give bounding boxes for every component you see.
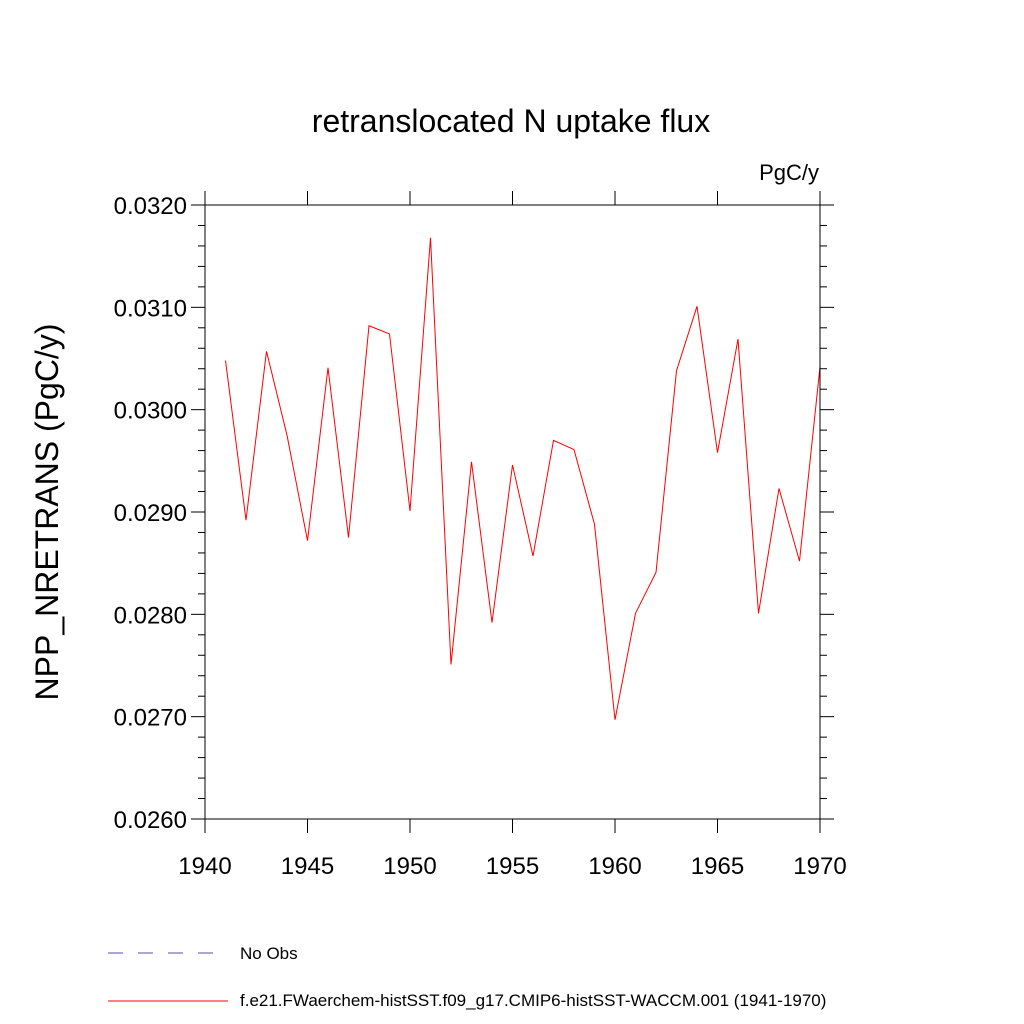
x-tick-labels: 1940 1945 1950 1955 1960 1965 1970 — [178, 853, 846, 880]
plot-frame — [204, 204, 821, 820]
y-tick-labels: 0.0260 0.0270 0.0280 0.0290 0.0300 0.0310 0.03… — [114, 193, 187, 834]
y-tick-label: 0.0300 — [114, 398, 187, 425]
legend: No Obs f.e21.FWaerchem-histSST.f09_g17.C… — [108, 944, 826, 1010]
data-series — [225, 237, 821, 720]
x-tick-label: 1940 — [178, 853, 231, 880]
x-tick-label: 1965 — [691, 853, 744, 880]
x-tick-label: 1945 — [281, 853, 334, 880]
chart-title: retranslocated N uptake flux — [312, 103, 710, 139]
x-tick-label: 1960 — [588, 853, 641, 880]
legend-model-label: f.e21.FWaerchem-histSST.f09_g17.CMIP6-hi… — [240, 991, 826, 1010]
legend-no-obs-label: No Obs — [240, 944, 298, 963]
y-tick-label: 0.0320 — [114, 193, 187, 220]
x-tick-label: 1955 — [486, 853, 539, 880]
x-tick-label: 1970 — [793, 853, 846, 880]
y-tick-label: 0.0290 — [114, 500, 187, 527]
y-axis-label: NPP_NRETRANS (PgC/y) — [29, 324, 65, 701]
y-tick-label: 0.0260 — [114, 807, 187, 834]
axis-ticks — [191, 191, 834, 833]
series-line — [225, 237, 821, 720]
y-tick-label: 0.0270 — [114, 705, 187, 732]
y-tick-label: 0.0280 — [114, 602, 187, 629]
y-tick-label: 0.0310 — [114, 295, 187, 322]
x-tick-label: 1950 — [383, 853, 436, 880]
units-label: PgC/y — [759, 160, 819, 185]
